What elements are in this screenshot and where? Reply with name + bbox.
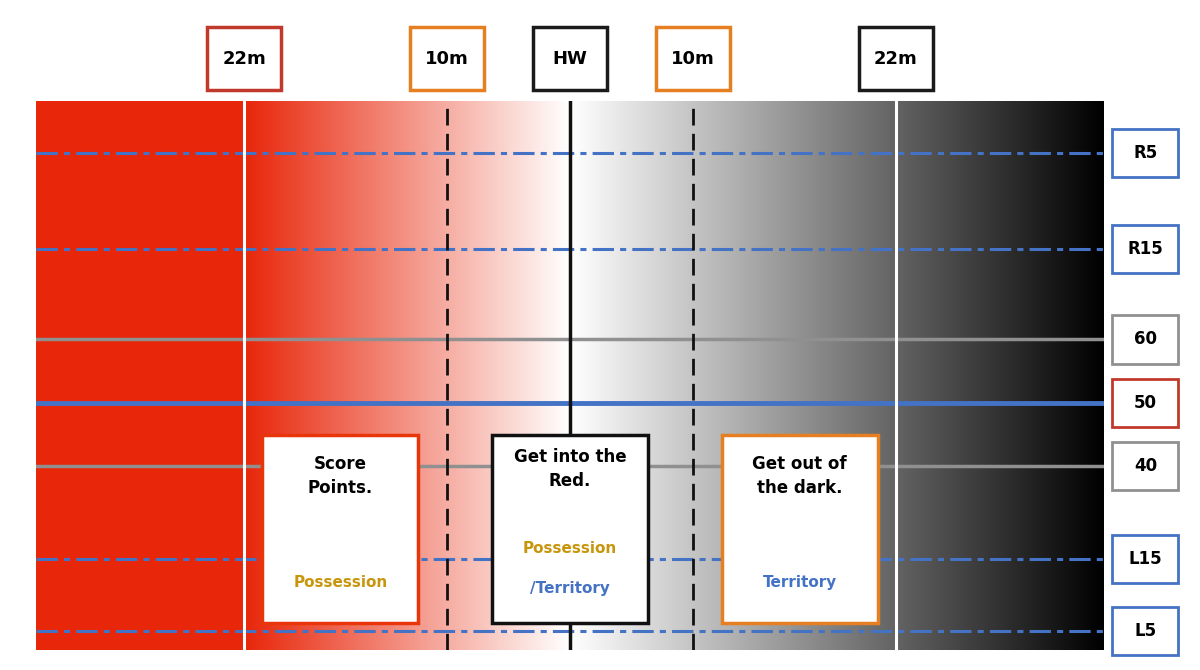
Text: Possession: Possession [293,575,388,590]
Text: 22m: 22m [874,50,918,68]
Text: Possession: Possession [523,541,617,557]
Text: HW: HW [552,50,588,68]
Text: 50: 50 [1134,394,1157,411]
Text: 40: 40 [1134,457,1157,475]
Text: 10m: 10m [671,50,715,68]
Text: /Territory: /Territory [530,582,610,596]
Text: L5: L5 [1134,622,1157,640]
Text: R5: R5 [1133,143,1158,161]
Text: R15: R15 [1128,240,1163,258]
Text: Territory: Territory [762,575,836,590]
Text: 10m: 10m [425,50,469,68]
Text: 60: 60 [1134,330,1157,348]
Text: Score
Points.: Score Points. [307,455,373,496]
Text: 22m: 22m [222,50,266,68]
Bar [36,100,245,650]
Text: Get out of
the dark.: Get out of the dark. [752,455,847,496]
Text: L15: L15 [1128,550,1163,568]
Text: Get into the
Red.: Get into the Red. [514,448,626,490]
